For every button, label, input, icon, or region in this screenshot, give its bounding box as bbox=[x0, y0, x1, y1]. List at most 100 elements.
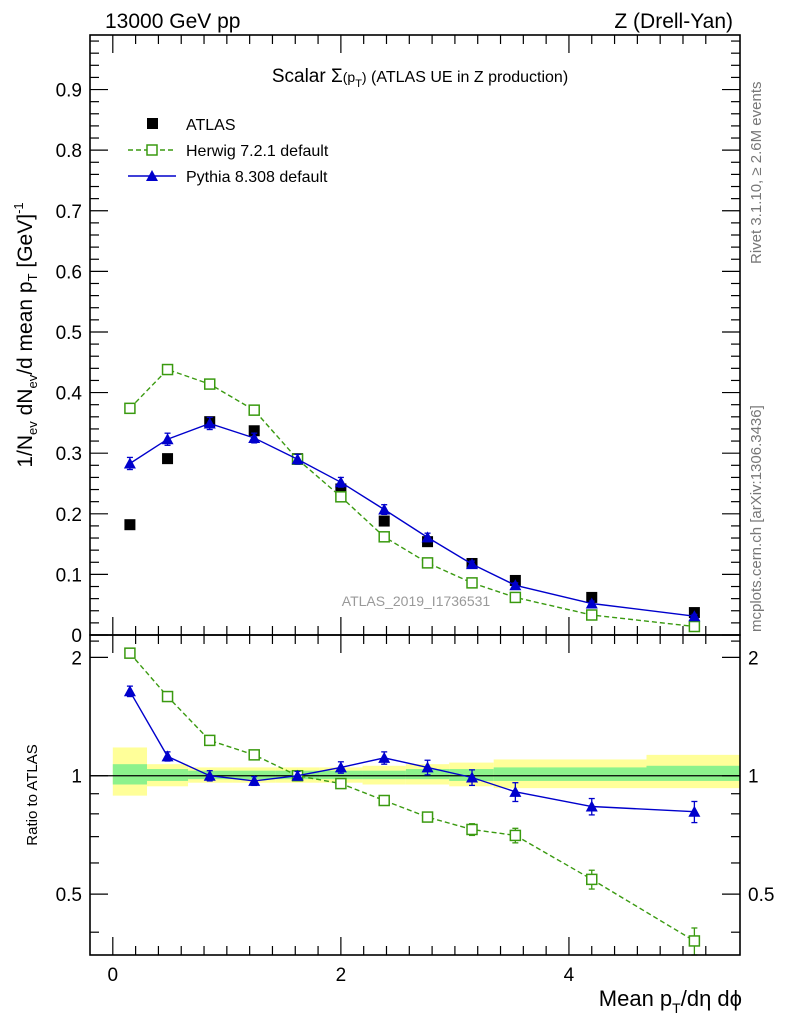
ratio-herwig-point bbox=[466, 823, 478, 836]
legend-entry-pythia: Pythia 8.308 default bbox=[128, 169, 328, 186]
ratio-pythia-line bbox=[129, 690, 695, 813]
ratio-band-stat bbox=[147, 769, 189, 781]
rivet-label: Rivet 3.1.10, ≥ 2.6M events bbox=[748, 82, 765, 265]
ratio-pythia-point bbox=[248, 774, 261, 786]
legend-atlas-marker bbox=[147, 118, 158, 129]
ratio-y-tick-label-right: 1 bbox=[748, 767, 759, 788]
main-y-tick-label: 0.2 bbox=[56, 505, 82, 526]
main-pythia-point bbox=[509, 579, 522, 591]
legend: ATLAS Herwig 7.2.1 default Pythia 8.308 … bbox=[128, 117, 329, 186]
ratio-band-stat bbox=[493, 767, 538, 781]
legend-herwig-marker bbox=[146, 144, 158, 156]
main-y-tick-label: 0.1 bbox=[56, 565, 82, 586]
legend-entry-atlas: ATLAS bbox=[147, 117, 236, 134]
main-y-tick-label: 0.7 bbox=[56, 202, 82, 223]
main-data-point bbox=[124, 519, 136, 531]
ratio-band-stat bbox=[362, 770, 406, 780]
mcplots-label: mcplots.cern.ch [arXiv:1306.3436] bbox=[748, 405, 765, 632]
ratio-pythia-point bbox=[334, 761, 347, 773]
ratio-herwig-point bbox=[248, 749, 260, 761]
ratio-pythia-point bbox=[466, 771, 479, 783]
main-herwig-point bbox=[124, 402, 136, 415]
main-herwig-point bbox=[688, 620, 701, 633]
ratio-pythia-point bbox=[378, 751, 391, 763]
ratio-band-stat bbox=[112, 764, 148, 785]
ratio-pythia-point bbox=[291, 769, 304, 781]
ratio-pythia-point bbox=[688, 805, 701, 817]
ratio-herwig-point bbox=[203, 734, 216, 747]
ratio-y-tick-label: 0.5 bbox=[56, 885, 82, 906]
main-series-pythia bbox=[123, 416, 701, 622]
ratio-panel: 0.5 0.5 1 1 2 2 0 2 4 Ratio to ATLAS Mean pT/dη … bbox=[24, 634, 774, 1016]
main-herwig-point bbox=[586, 609, 598, 621]
ratio-herwig-point bbox=[161, 690, 174, 703]
main-pythia-point bbox=[161, 433, 174, 445]
main-data-point bbox=[378, 515, 390, 527]
main-pythia-point bbox=[585, 597, 598, 609]
legend-entry-herwig: Herwig 7.2.1 default bbox=[128, 143, 329, 160]
x-tick-label: 4 bbox=[564, 965, 575, 986]
main-y-tick-label: 0.4 bbox=[56, 384, 83, 405]
ratio-series-herwig bbox=[124, 647, 701, 956]
main-pythia-point bbox=[334, 476, 347, 488]
main-herwig-point bbox=[161, 363, 174, 376]
legend-herwig-label: Herwig 7.2.1 default bbox=[186, 143, 329, 160]
ratio-y-tick-label-right: 0.5 bbox=[748, 885, 774, 906]
main-herwig-line bbox=[129, 368, 695, 628]
main-data-point bbox=[162, 453, 174, 465]
header-left: 13000 GeV pp bbox=[105, 10, 240, 33]
main-pythia-line bbox=[129, 422, 695, 617]
ratio-band-stat bbox=[646, 765, 740, 781]
ratio-series-pythia bbox=[123, 685, 701, 824]
ratio-herwig-point bbox=[124, 647, 136, 659]
main-y-tick-label: 0.8 bbox=[56, 141, 82, 162]
main-herwig-point bbox=[335, 491, 347, 503]
main-pythia-point bbox=[421, 531, 434, 543]
main-pythia-point bbox=[123, 457, 136, 469]
main-pythia-point bbox=[466, 558, 479, 570]
ratio-pythia-point bbox=[509, 785, 522, 797]
legend-pythia-label: Pythia 8.308 default bbox=[186, 169, 328, 186]
main-y-tick-label: 0.3 bbox=[56, 444, 82, 465]
ratio-y-axis-label: Ratio to ATLAS bbox=[24, 744, 41, 845]
chart-title: Scalar Σ(pT) (ATLAS UE in Z production) bbox=[272, 66, 568, 90]
ratio-y-tick-label: 2 bbox=[71, 648, 82, 669]
ratio-y-tick-label-right: 2 bbox=[748, 648, 759, 669]
main-herwig-point bbox=[203, 378, 216, 390]
ratio-panel-frame bbox=[89, 634, 741, 956]
ratio-pythia-point bbox=[421, 761, 434, 773]
main-pythia-point bbox=[378, 503, 391, 515]
main-herwig-point bbox=[248, 404, 260, 416]
main-y-tick-label: 0.5 bbox=[56, 323, 82, 344]
ratio-panel-ticks: 0.5 0.5 1 1 2 2 0 2 4 bbox=[56, 635, 774, 986]
ratio-pythia-point bbox=[123, 685, 136, 697]
ratio-herwig-point bbox=[586, 873, 598, 886]
x-tick-label: 0 bbox=[108, 965, 119, 986]
legend-atlas-label: ATLAS bbox=[186, 117, 236, 134]
ratio-pythia-point bbox=[585, 800, 598, 812]
main-herwig-point bbox=[378, 531, 390, 543]
ratio-band-stat bbox=[537, 767, 647, 781]
main-panel-ticks: 0 0.1 0.2 0.3 0.4 0.5 0.6 0.7 0.8 0.9 bbox=[56, 35, 740, 647]
ratio-herwig-point bbox=[421, 811, 434, 823]
ratio-herwig-point bbox=[688, 935, 701, 947]
main-herwig-point bbox=[509, 591, 522, 604]
main-y-tick-label: 0.9 bbox=[56, 81, 82, 102]
main-y-tick-label: 0.6 bbox=[56, 262, 82, 283]
main-pythia-point bbox=[291, 453, 304, 465]
main-herwig-point bbox=[466, 577, 478, 589]
main-pythia-point bbox=[203, 417, 216, 429]
x-tick-label: 2 bbox=[336, 965, 347, 986]
ratio-y-tick-label: 1 bbox=[71, 767, 82, 788]
main-y-axis-label: 1/Nev dNev/d mean pT [GeV]-1 bbox=[11, 202, 40, 467]
main-data-point bbox=[335, 483, 347, 495]
ratio-pythia-point bbox=[161, 750, 174, 762]
main-y-tick-label: 0 bbox=[71, 626, 82, 647]
ratio-herwig-point bbox=[509, 829, 522, 842]
header-right: Z (Drell-Yan) bbox=[614, 10, 733, 33]
main-panel-marks bbox=[123, 363, 701, 633]
main-herwig-point bbox=[421, 557, 434, 569]
ratio-panel-marks bbox=[123, 647, 701, 956]
